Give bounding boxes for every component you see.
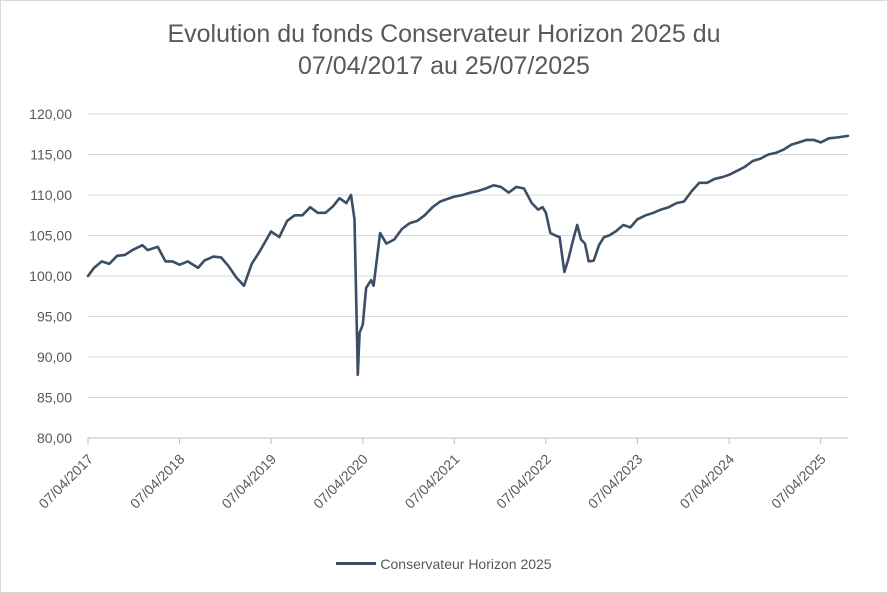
x-tick-label: 07/04/2019 <box>218 451 279 512</box>
x-tick-label: 07/04/2024 <box>676 451 737 512</box>
y-tick-label: 120,00 <box>29 106 72 122</box>
legend-label: Conservateur Horizon 2025 <box>380 555 552 572</box>
legend-entry: Conservateur Horizon 2025 <box>336 555 552 572</box>
y-tick-label: 100,00 <box>29 268 72 284</box>
legend-line-swatch <box>336 562 377 565</box>
y-tick-label: 90,00 <box>37 349 72 365</box>
chart-legend: Conservateur Horizon 2025 <box>0 552 888 572</box>
x-tick-label: 07/04/2018 <box>127 451 188 512</box>
y-tick-label: 105,00 <box>29 228 72 244</box>
x-tick-label: 07/04/2023 <box>585 451 646 512</box>
x-tick-label: 07/04/2022 <box>493 451 554 512</box>
x-tick-label: 07/04/2020 <box>310 451 371 512</box>
y-tick-label: 95,00 <box>37 309 72 325</box>
x-tick-label: 07/04/2021 <box>402 451 463 512</box>
x-tick-label: 07/04/2025 <box>768 451 829 512</box>
y-tick-label: 80,00 <box>37 430 72 446</box>
chart-title-line-1: Evolution du fonds Conservateur Horizon … <box>167 20 721 48</box>
y-tick-label: 85,00 <box>37 390 72 406</box>
y-tick-label: 115,00 <box>30 147 72 163</box>
chart-title-line-2: 07/04/2017 au 25/07/2025 <box>298 52 590 80</box>
series-line-0 <box>86 134 850 377</box>
y-tick-label: 110,00 <box>30 187 72 203</box>
chart-title: Evolution du fonds Conservateur Horizon … <box>0 18 888 82</box>
x-tick-label: 07/04/2017 <box>35 451 96 512</box>
